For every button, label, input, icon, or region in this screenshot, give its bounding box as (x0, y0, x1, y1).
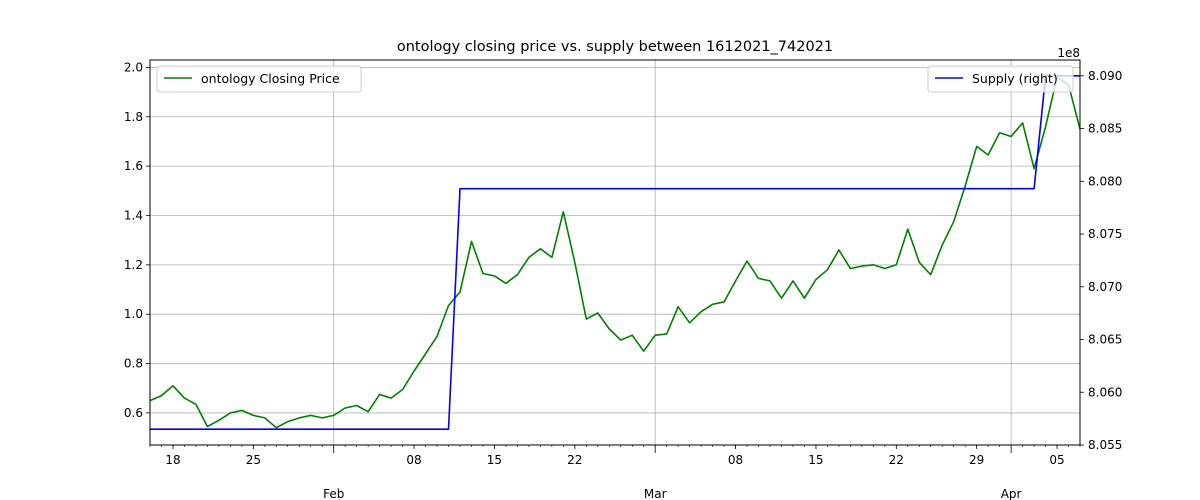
y2-tick-label: 8.075 (1088, 227, 1122, 241)
y-tick-label: 1.8 (124, 110, 143, 124)
x-minor-tick-label: 08 (728, 453, 743, 467)
y2-tick-label: 8.065 (1088, 333, 1122, 347)
x-minor-tick-label: 18 (165, 453, 180, 467)
x-minor-tick-label: 22 (889, 453, 904, 467)
y2-tick-label: 8.085 (1088, 122, 1122, 136)
legend-right: Supply (right) (927, 65, 1074, 93)
legend-left-label: ontology Closing Price (201, 71, 340, 86)
y2-tick-label: 8.055 (1088, 438, 1122, 452)
legend-left: ontology Closing Price (156, 65, 362, 93)
x-major-tick-label: Feb (323, 487, 344, 500)
x-minor-tick-label: 25 (246, 453, 261, 467)
x-minor-tick-label: 22 (567, 453, 582, 467)
y-tick-label: 1.6 (124, 159, 143, 173)
legend-right-label: Supply (right) (972, 71, 1058, 86)
closing-price-line (149, 76, 1081, 429)
y-tick-label: 0.8 (124, 357, 143, 371)
y-tick-label: 0.6 (124, 406, 143, 420)
x-minor-tick-label: 29 (969, 453, 984, 467)
y-tick-label: 2.0 (124, 60, 143, 74)
y2-tick-label: 8.060 (1088, 385, 1122, 399)
x-minor-tick-label: 08 (406, 453, 421, 467)
chart-title: ontology closing price vs. supply betwee… (397, 39, 833, 55)
y2-tick-label: 8.080 (1088, 174, 1122, 188)
legend-right-box (927, 65, 1074, 93)
x-minor-tick-label: 15 (487, 453, 502, 467)
x-major-tick-label: Mar (644, 487, 667, 500)
y2-offset-label: 1e8 (1057, 46, 1080, 60)
x-minor-tick-label: 05 (1049, 453, 1064, 467)
legend-left-box (156, 65, 362, 93)
y2-tick-label: 8.090 (1088, 69, 1122, 83)
y-tick-label: 1.2 (124, 258, 143, 272)
y-tick-label: 1.4 (124, 208, 143, 222)
y-tick-label: 1.0 (124, 307, 143, 321)
plot-frame (149, 59, 1081, 446)
axes: 18 25 08 15 22 08 15 22 29 05 Feb Mar Apr 0.6 0.8 1.0 1.… (124, 60, 1122, 500)
x-minor-tick-label: 15 (808, 453, 823, 467)
y2-tick-label: 8.070 (1088, 280, 1122, 294)
x-major-tick-label: Apr (1001, 487, 1022, 500)
